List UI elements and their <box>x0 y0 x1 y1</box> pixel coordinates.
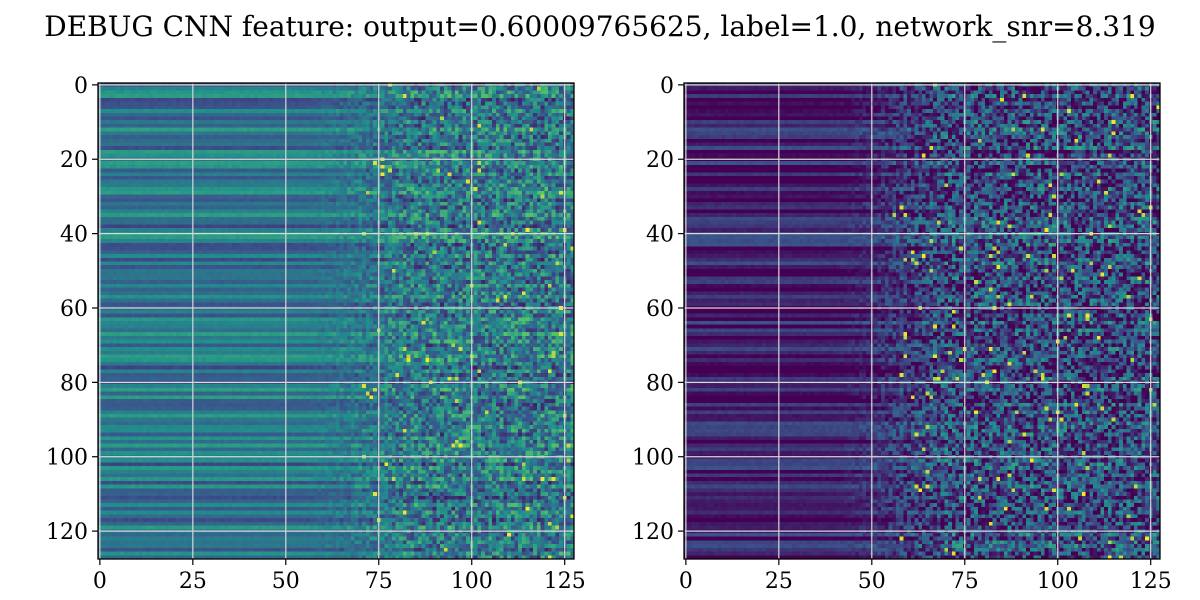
x-tick-label: 100 <box>1037 569 1079 594</box>
y-tick-label: 100 <box>46 446 88 471</box>
y-tick-label: 20 <box>60 148 88 173</box>
x-tick-label: 50 <box>858 569 886 594</box>
x-tick-label: 25 <box>179 569 207 594</box>
x-tick-label: 25 <box>765 569 793 594</box>
x-tick-label: 75 <box>365 569 393 594</box>
heatmap-panel-left: 0 25 50 75 100 125 0 20 40 60 80 100 120 <box>46 74 586 594</box>
x-tick-label: 125 <box>544 569 586 594</box>
y-tick-label: 20 <box>646 148 674 173</box>
x-tick-label: 125 <box>1130 569 1172 594</box>
y-tick-label: 40 <box>646 223 674 248</box>
y-tick-label: 0 <box>74 74 88 99</box>
x-tick-label: 75 <box>951 569 979 594</box>
x-tick-label: 50 <box>272 569 300 594</box>
figure-title: DEBUG CNN feature: output=0.60009765625,… <box>44 10 1155 43</box>
y-tick-label: 80 <box>60 371 88 396</box>
y-tick-label: 120 <box>46 520 88 545</box>
y-tick-label: 40 <box>60 223 88 248</box>
heatmap-image <box>684 83 1160 559</box>
heatmap-panel-right: 0 25 50 75 100 125 0 20 40 60 80 100 120 <box>632 74 1172 594</box>
y-tick-label: 60 <box>646 297 674 322</box>
y-tick-label: 80 <box>646 371 674 396</box>
x-tick-label: 0 <box>679 569 693 594</box>
axes-frame <box>683 82 1161 560</box>
y-tick-label: 60 <box>60 297 88 322</box>
y-tick-label: 100 <box>632 446 674 471</box>
x-tick-label: 0 <box>93 569 107 594</box>
y-tick-label: 0 <box>660 74 674 99</box>
y-tick-label: 120 <box>632 520 674 545</box>
heatmap-image <box>98 83 574 559</box>
axes-frame <box>97 82 575 560</box>
x-tick-label: 100 <box>451 569 493 594</box>
